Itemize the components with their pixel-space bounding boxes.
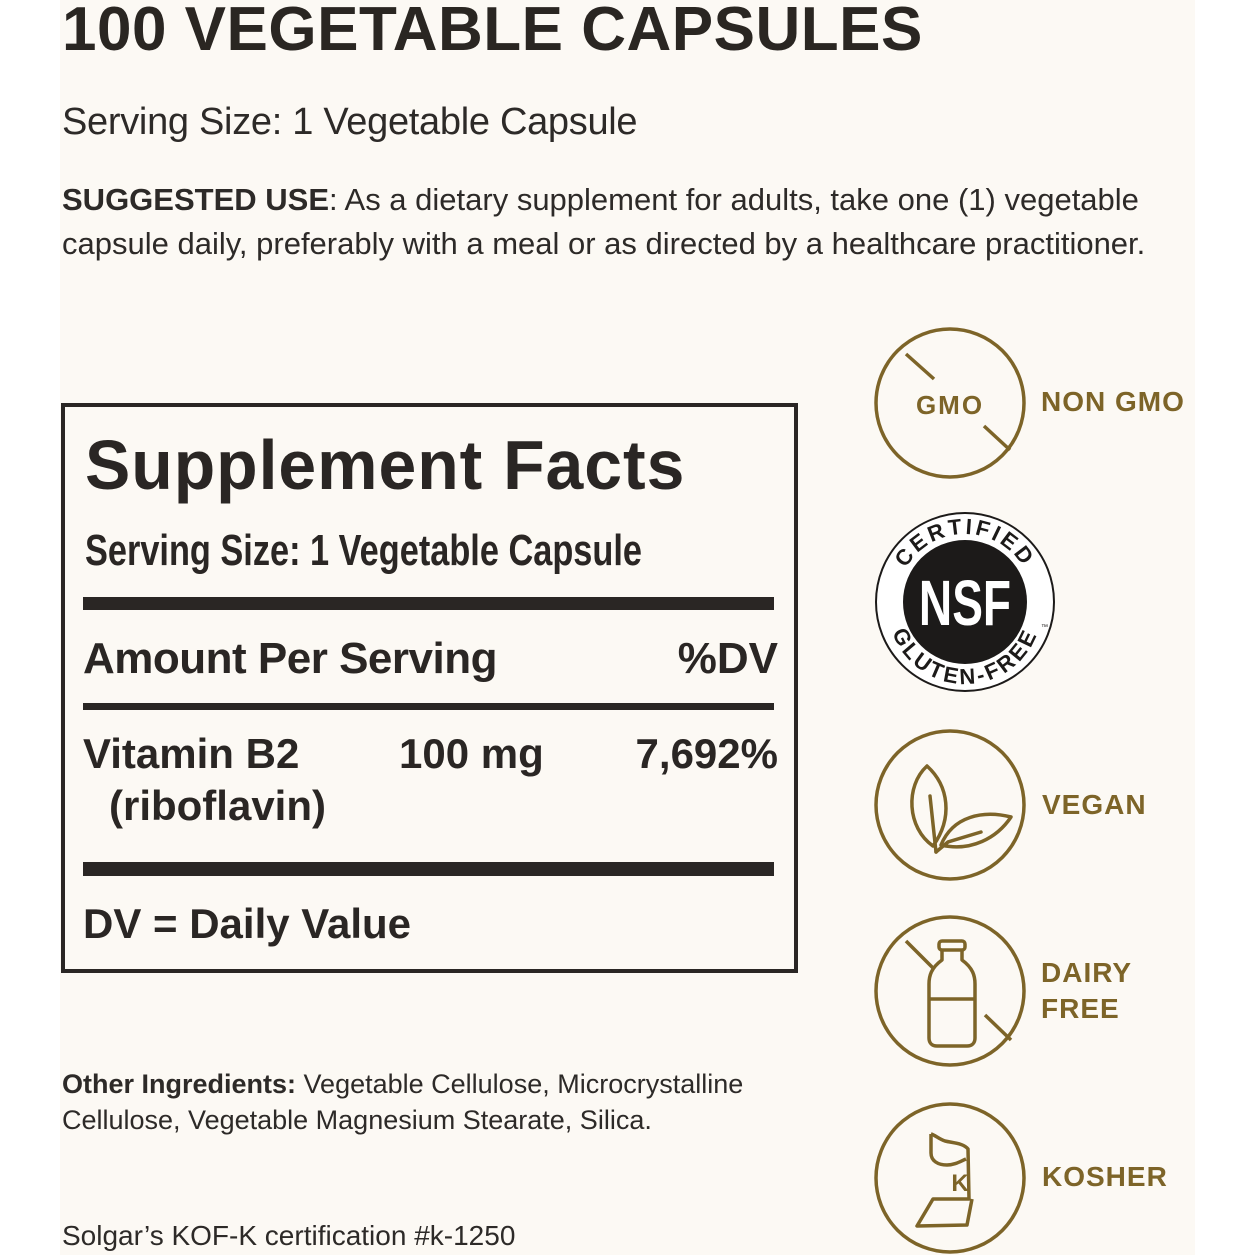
other-ingredients-list: Vegetable Cellulose, Microcrystalline Ce… (62, 1069, 744, 1135)
kosher-k-icon: K (874, 1102, 1026, 1254)
svg-text:K: K (951, 1170, 969, 1197)
daily-value-footnote: DV = Daily Value (83, 900, 412, 947)
nutrient-amount: 100 mg (399, 730, 544, 777)
thick-divider (83, 597, 774, 610)
thin-divider (83, 703, 774, 710)
product-count-title: 100 VEGETABLE CAPSULES (62, 0, 923, 64)
other-ingredients: Other Ingredients: Vegetable Cellulose, … (62, 1066, 822, 1138)
suggested-use-label: SUGGESTED USE (62, 182, 329, 217)
kof-k-certification-note: Solgar’s KOF-K certification #k-1250 (62, 1220, 516, 1251)
svg-text:™: ™ (1041, 624, 1048, 631)
nutrient-subname: (riboflavin) (109, 782, 326, 829)
no-gmo-icon: GMO (874, 327, 1026, 479)
amount-per-serving-header: Amount Per Serving (83, 634, 497, 683)
nsf-certified-gluten-free-icon: CERTIFIED GLUTEN-FREE NSF ™ (875, 512, 1055, 692)
nutrient-daily-value: 7,692% (635, 730, 778, 777)
other-ingredients-label: Other Ingredients: (62, 1069, 297, 1099)
non-gmo-label: NON GMO (1041, 386, 1185, 417)
kosher-label: KOSHER (1042, 1161, 1168, 1192)
vegan-label: VEGAN (1042, 789, 1147, 820)
dairy-free-label-line2: FREE (1041, 993, 1120, 1024)
supplement-facts-title: Supplement Facts (85, 426, 686, 504)
no-milk-bottle-icon (874, 915, 1026, 1067)
leaf-icon (874, 729, 1026, 881)
daily-value-header: %DV (677, 634, 778, 683)
thick-divider-bottom (83, 862, 774, 876)
suggested-use-text: SUGGESTED USE: As a dietary supplement f… (62, 178, 1172, 266)
dairy-free-label-line1: DAIRY (1041, 957, 1133, 988)
serving-size-text: Serving Size: 1 Vegetable Capsule (62, 101, 638, 143)
svg-text:GMO: GMO (916, 390, 984, 420)
svg-text:NSF: NSF (919, 568, 1011, 639)
supplement-facts-serving-size: Serving Size: 1 Vegetable Capsule (85, 526, 642, 575)
suggested-use-body: : As a dietary supplement for adults, ta… (62, 182, 1146, 261)
supplement-facts-panel: Supplement Facts Serving Size: 1 Vegetab… (61, 403, 798, 973)
nutrient-name: Vitamin B2 (83, 730, 300, 777)
